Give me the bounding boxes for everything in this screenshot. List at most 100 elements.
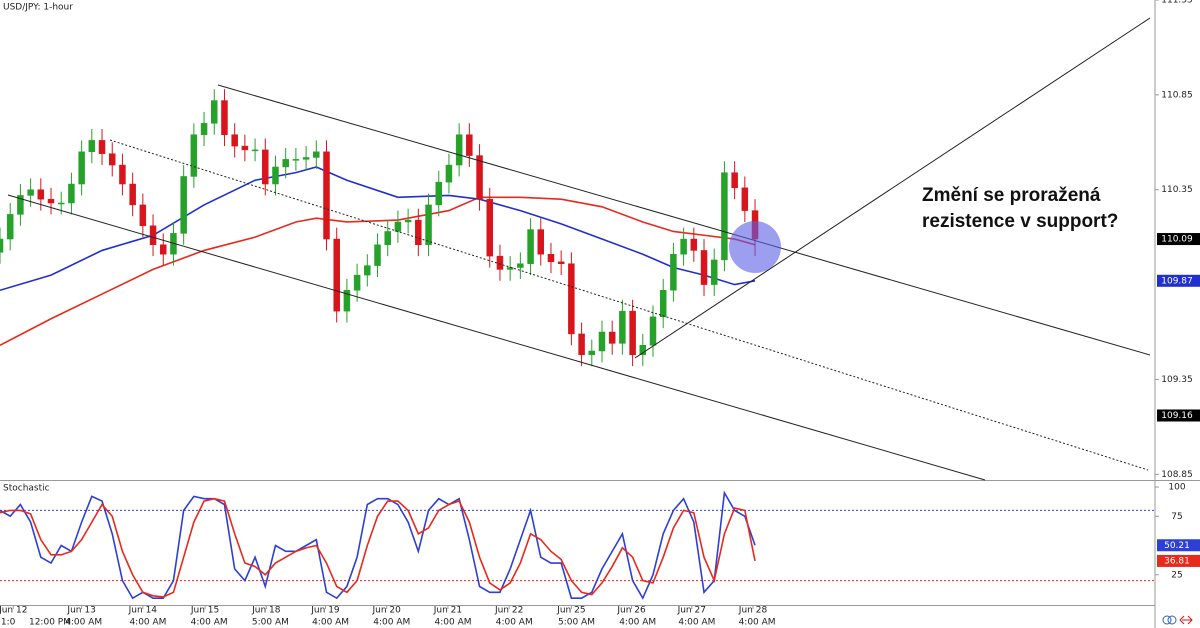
candle-body (506, 267, 514, 270)
candle-body (680, 238, 687, 255)
y-tick-label: 25 (1171, 570, 1182, 580)
icon[interactable] (1179, 615, 1193, 625)
candle-body (119, 164, 126, 185)
candle-body (547, 253, 555, 263)
price-label: 50.21 (1164, 541, 1190, 551)
candle-body (292, 159, 300, 161)
candle-body (721, 172, 728, 261)
candle-body (68, 183, 75, 204)
y-tick-label: 111.35 (1161, 0, 1193, 6)
candle-body (466, 134, 473, 156)
candle-body (649, 316, 657, 346)
indicator-title: Stochastic (3, 484, 50, 494)
x-tick-sublabel: 4:00 AM (496, 618, 533, 628)
candle-body (598, 331, 606, 352)
candle-body (313, 151, 320, 158)
x-tick-sublabel: 4:00 AM (312, 618, 349, 628)
annotation: Změní se proražená (922, 185, 1101, 206)
candle-body (0, 238, 4, 253)
price-label-box (1157, 409, 1200, 422)
candle-body (27, 189, 34, 196)
candle-body (221, 100, 228, 135)
candle-body (435, 181, 442, 206)
price-label-box (1157, 554, 1200, 567)
title-box (0, 0, 92, 14)
candle-body (741, 187, 749, 211)
candle-body (98, 140, 106, 154)
x-tick-sublabel: 4:00 AM (129, 618, 166, 628)
trend-line (634, 17, 1151, 359)
x-tick-sublabel: 4:00 AM (373, 618, 410, 628)
icon[interactable] (1167, 615, 1177, 625)
candle-body (496, 255, 504, 270)
candle-body (160, 244, 167, 255)
candle-body (455, 134, 463, 166)
candle-body (78, 151, 85, 185)
x-tick-sublabel: 5:00 AM (252, 618, 289, 628)
x-tick-label: Jun 21 (433, 606, 462, 616)
x-tick-label: Jun 15 (190, 606, 219, 616)
candle-body (394, 221, 402, 232)
candle-body (404, 219, 412, 223)
x-tick-sublabel: 5:00 AM (558, 618, 595, 628)
candle-body (690, 238, 698, 251)
candle-body (578, 333, 585, 356)
candle-body (731, 172, 738, 189)
candle-body (710, 259, 718, 285)
x-tick-label: Jun 13 (66, 606, 95, 616)
x-tick-label: Jun 27 (677, 606, 706, 616)
x-tick-sublabel: 4:00 AM (619, 618, 656, 628)
candle-body (200, 123, 208, 135)
y-tick-label: 109.35 (1161, 375, 1193, 385)
moving-average (0, 166, 756, 292)
price-label-box (1157, 233, 1200, 246)
candle-body (333, 238, 340, 312)
candle-body (17, 195, 24, 215)
candle-body (211, 100, 218, 124)
candle-body (384, 231, 391, 245)
candle-body (629, 310, 636, 356)
candle-body (129, 183, 136, 206)
x-tick-label: Jun 22 (494, 606, 523, 616)
candle-body (619, 310, 626, 344)
price-label: 109.87 (1161, 276, 1193, 286)
candle-body (353, 274, 361, 291)
candle-body (57, 202, 65, 205)
candle-body (557, 261, 565, 264)
price-label: 36.81 (1164, 556, 1190, 566)
candle-body (231, 134, 238, 147)
x-tick-sublabel: 1:0 (1, 618, 16, 628)
annotation: rezistence v support? (922, 211, 1118, 232)
candle-body (37, 189, 45, 200)
candle-body (568, 263, 575, 335)
price-label: 109.16 (1161, 411, 1193, 421)
toolbar-icons[interactable] (1162, 615, 1193, 625)
x-tick-label: Jun 12 (0, 606, 27, 616)
candle-body (47, 198, 55, 204)
x-tick-sublabel: 12:00 PM (29, 618, 71, 628)
candle-body (374, 244, 381, 266)
x-tick-label: Jun 26 (616, 606, 646, 616)
y-tick-label: 110.85 (1161, 90, 1193, 100)
candle-body (527, 229, 534, 264)
candle-body (608, 331, 616, 344)
candle-body (517, 263, 524, 268)
candle-body (139, 204, 147, 227)
y-tick-label: 108.85 (1161, 470, 1193, 480)
candle-body (364, 265, 371, 276)
x-tick-sublabel: 4:00 AM (435, 618, 472, 628)
moving-average (0, 196, 756, 347)
candle-body (108, 153, 116, 166)
candle-body (343, 290, 351, 312)
x-tick-label: Jun 20 (372, 606, 402, 616)
candle-body (88, 140, 96, 153)
y-tick-label: 110.35 (1161, 185, 1193, 195)
y-tick-label: 100 (1168, 483, 1185, 493)
price-label-box (1157, 274, 1200, 287)
x-tick-label: Jun 18 (251, 606, 281, 616)
icon[interactable] (1162, 615, 1172, 625)
price-label: 110.09 (1161, 235, 1193, 245)
candle-body (180, 176, 187, 234)
x-tick-sublabel: 4:00 AM (678, 618, 715, 628)
